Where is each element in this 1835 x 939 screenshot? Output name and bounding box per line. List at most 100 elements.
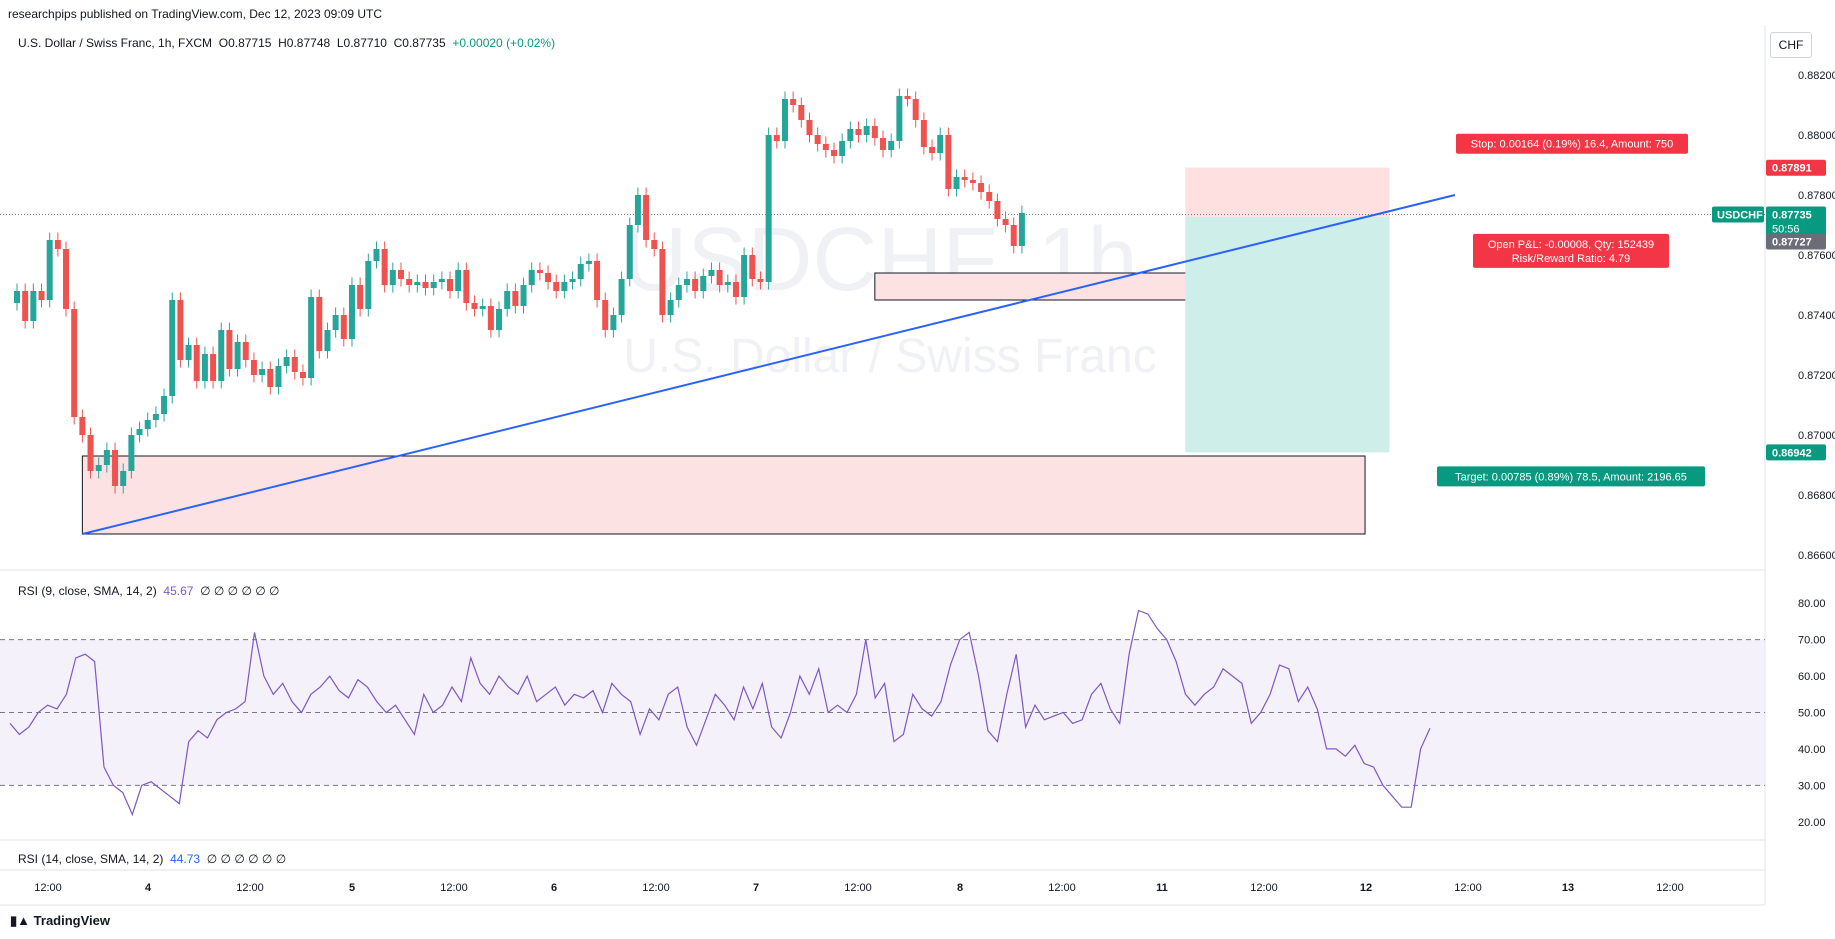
candle: [618, 279, 625, 315]
symbol-title[interactable]: U.S. Dollar / Swiss Franc, 1h, FXCM: [18, 36, 213, 50]
candle: [63, 249, 70, 309]
candle: [888, 141, 895, 150]
demand-zone-1: [874, 272, 1243, 301]
candle: [961, 177, 968, 180]
time-axis-label: 5: [349, 882, 355, 894]
open-label: O: [218, 36, 229, 50]
candle: [1018, 213, 1025, 246]
candle: [553, 282, 560, 291]
pnl-label: Risk/Reward Ratio: 4.79: [1512, 253, 1631, 265]
tradingview-logo[interactable]: ▮▲ TradingView: [10, 913, 110, 929]
candle: [299, 372, 306, 378]
candle: [308, 297, 315, 378]
candle: [536, 270, 543, 273]
rsi14-extra: ∅ ∅ ∅ ∅ ∅ ∅: [206, 852, 287, 866]
candle: [389, 270, 396, 285]
rsi-line: [9, 609, 1431, 817]
price-axis-label: 0.87200: [1798, 370, 1835, 382]
symbol-legend: U.S. Dollar / Swiss Franc, 1h, FXCM O 0.8…: [18, 36, 555, 50]
candle: [487, 306, 494, 330]
candle: [610, 315, 617, 330]
publisher-header: researchpips published on TradingView.co…: [8, 7, 382, 21]
rsi-axis-label: 30.00: [1798, 780, 1826, 792]
currency-button[interactable]: CHF: [1770, 32, 1812, 58]
candle: [896, 96, 903, 141]
candle: [594, 261, 601, 300]
candle: [406, 279, 413, 285]
candle: [757, 279, 764, 282]
candle: [863, 126, 870, 135]
candle: [798, 105, 805, 120]
time-axis-label: 8: [957, 882, 963, 894]
candle: [463, 270, 470, 303]
candle: [324, 330, 331, 351]
price-axis-label: 0.87600: [1798, 250, 1835, 262]
entry-price-tag-bg: [1766, 233, 1826, 250]
candle: [700, 276, 707, 291]
candle: [855, 129, 862, 135]
candle: [71, 309, 78, 417]
target-price-tag: 0.86942: [1772, 447, 1812, 459]
candle: [773, 135, 780, 141]
candle: [136, 429, 143, 435]
target-label-bg: [1437, 466, 1705, 487]
time-axis-label: 6: [551, 882, 557, 894]
candle: [814, 135, 821, 144]
candle: [120, 471, 127, 486]
candle: [528, 270, 535, 285]
watermark-name: U.S. Dollar / Swiss Franc: [623, 330, 1156, 383]
rsi-axis-label: 50.00: [1798, 708, 1826, 720]
rsi14-legend[interactable]: RSI (14, close, SMA, 14, 2) 44.73 ∅ ∅ ∅ …: [18, 852, 286, 866]
rsi14-name: RSI (14, close, SMA, 14, 2): [18, 852, 164, 866]
candle: [54, 240, 61, 249]
candle: [945, 135, 952, 189]
candle: [79, 417, 86, 435]
candle: [683, 279, 690, 285]
rsi9-legend[interactable]: RSI (9, close, SMA, 14, 2) 45.67 ∅ ∅ ∅ ∅…: [18, 584, 279, 598]
time-axis-label: 7: [753, 882, 759, 894]
time-axis-label: 12: [1360, 882, 1372, 894]
rsi-axis-label: 80.00: [1798, 598, 1826, 610]
price-axis-label: 0.86800: [1798, 490, 1835, 502]
candle: [790, 99, 797, 105]
candle: [929, 147, 936, 153]
candle: [716, 270, 723, 285]
target-label: Target: 0.00785 (0.89%) 78.5, Amount: 21…: [1455, 471, 1687, 483]
candle: [250, 360, 257, 375]
demand-zone-0: [81, 455, 1366, 535]
candle: [880, 138, 887, 150]
candle: [545, 273, 552, 282]
candle: [226, 330, 233, 369]
candle: [692, 279, 699, 291]
high-label: H: [278, 36, 287, 50]
pnl-label: Open P&L: -0.00008, Qty: 152439: [1488, 239, 1654, 251]
time-axis-label: 12:00: [1048, 882, 1076, 894]
candle: [659, 249, 666, 315]
rsi-axis-label: 70.00: [1798, 635, 1826, 647]
price-axis-label: 0.87000: [1798, 430, 1835, 442]
candle: [732, 282, 739, 297]
candle: [128, 435, 135, 471]
candle: [210, 354, 217, 381]
candle: [839, 141, 846, 156]
rsi9-extra: ∅ ∅ ∅ ∅ ∅ ∅: [200, 584, 280, 598]
candle: [504, 291, 511, 309]
rsi-axis-label: 60.00: [1798, 671, 1826, 683]
candle: [201, 354, 208, 381]
high-value: 0.87748: [286, 36, 331, 50]
candle: [969, 180, 976, 183]
stop-price-tag-bg: [1766, 159, 1826, 176]
candle: [561, 282, 568, 291]
candle: [185, 345, 192, 360]
candle: [871, 126, 878, 138]
target-price-tag-bg: [1766, 444, 1826, 461]
candle: [667, 300, 674, 315]
entry-price-tag: 0.87727: [1772, 237, 1812, 249]
candle: [414, 282, 421, 285]
candle: [193, 345, 200, 381]
candle: [430, 282, 437, 288]
candle: [585, 261, 592, 264]
candle: [381, 249, 388, 285]
time-axis-label: 12:00: [440, 882, 468, 894]
